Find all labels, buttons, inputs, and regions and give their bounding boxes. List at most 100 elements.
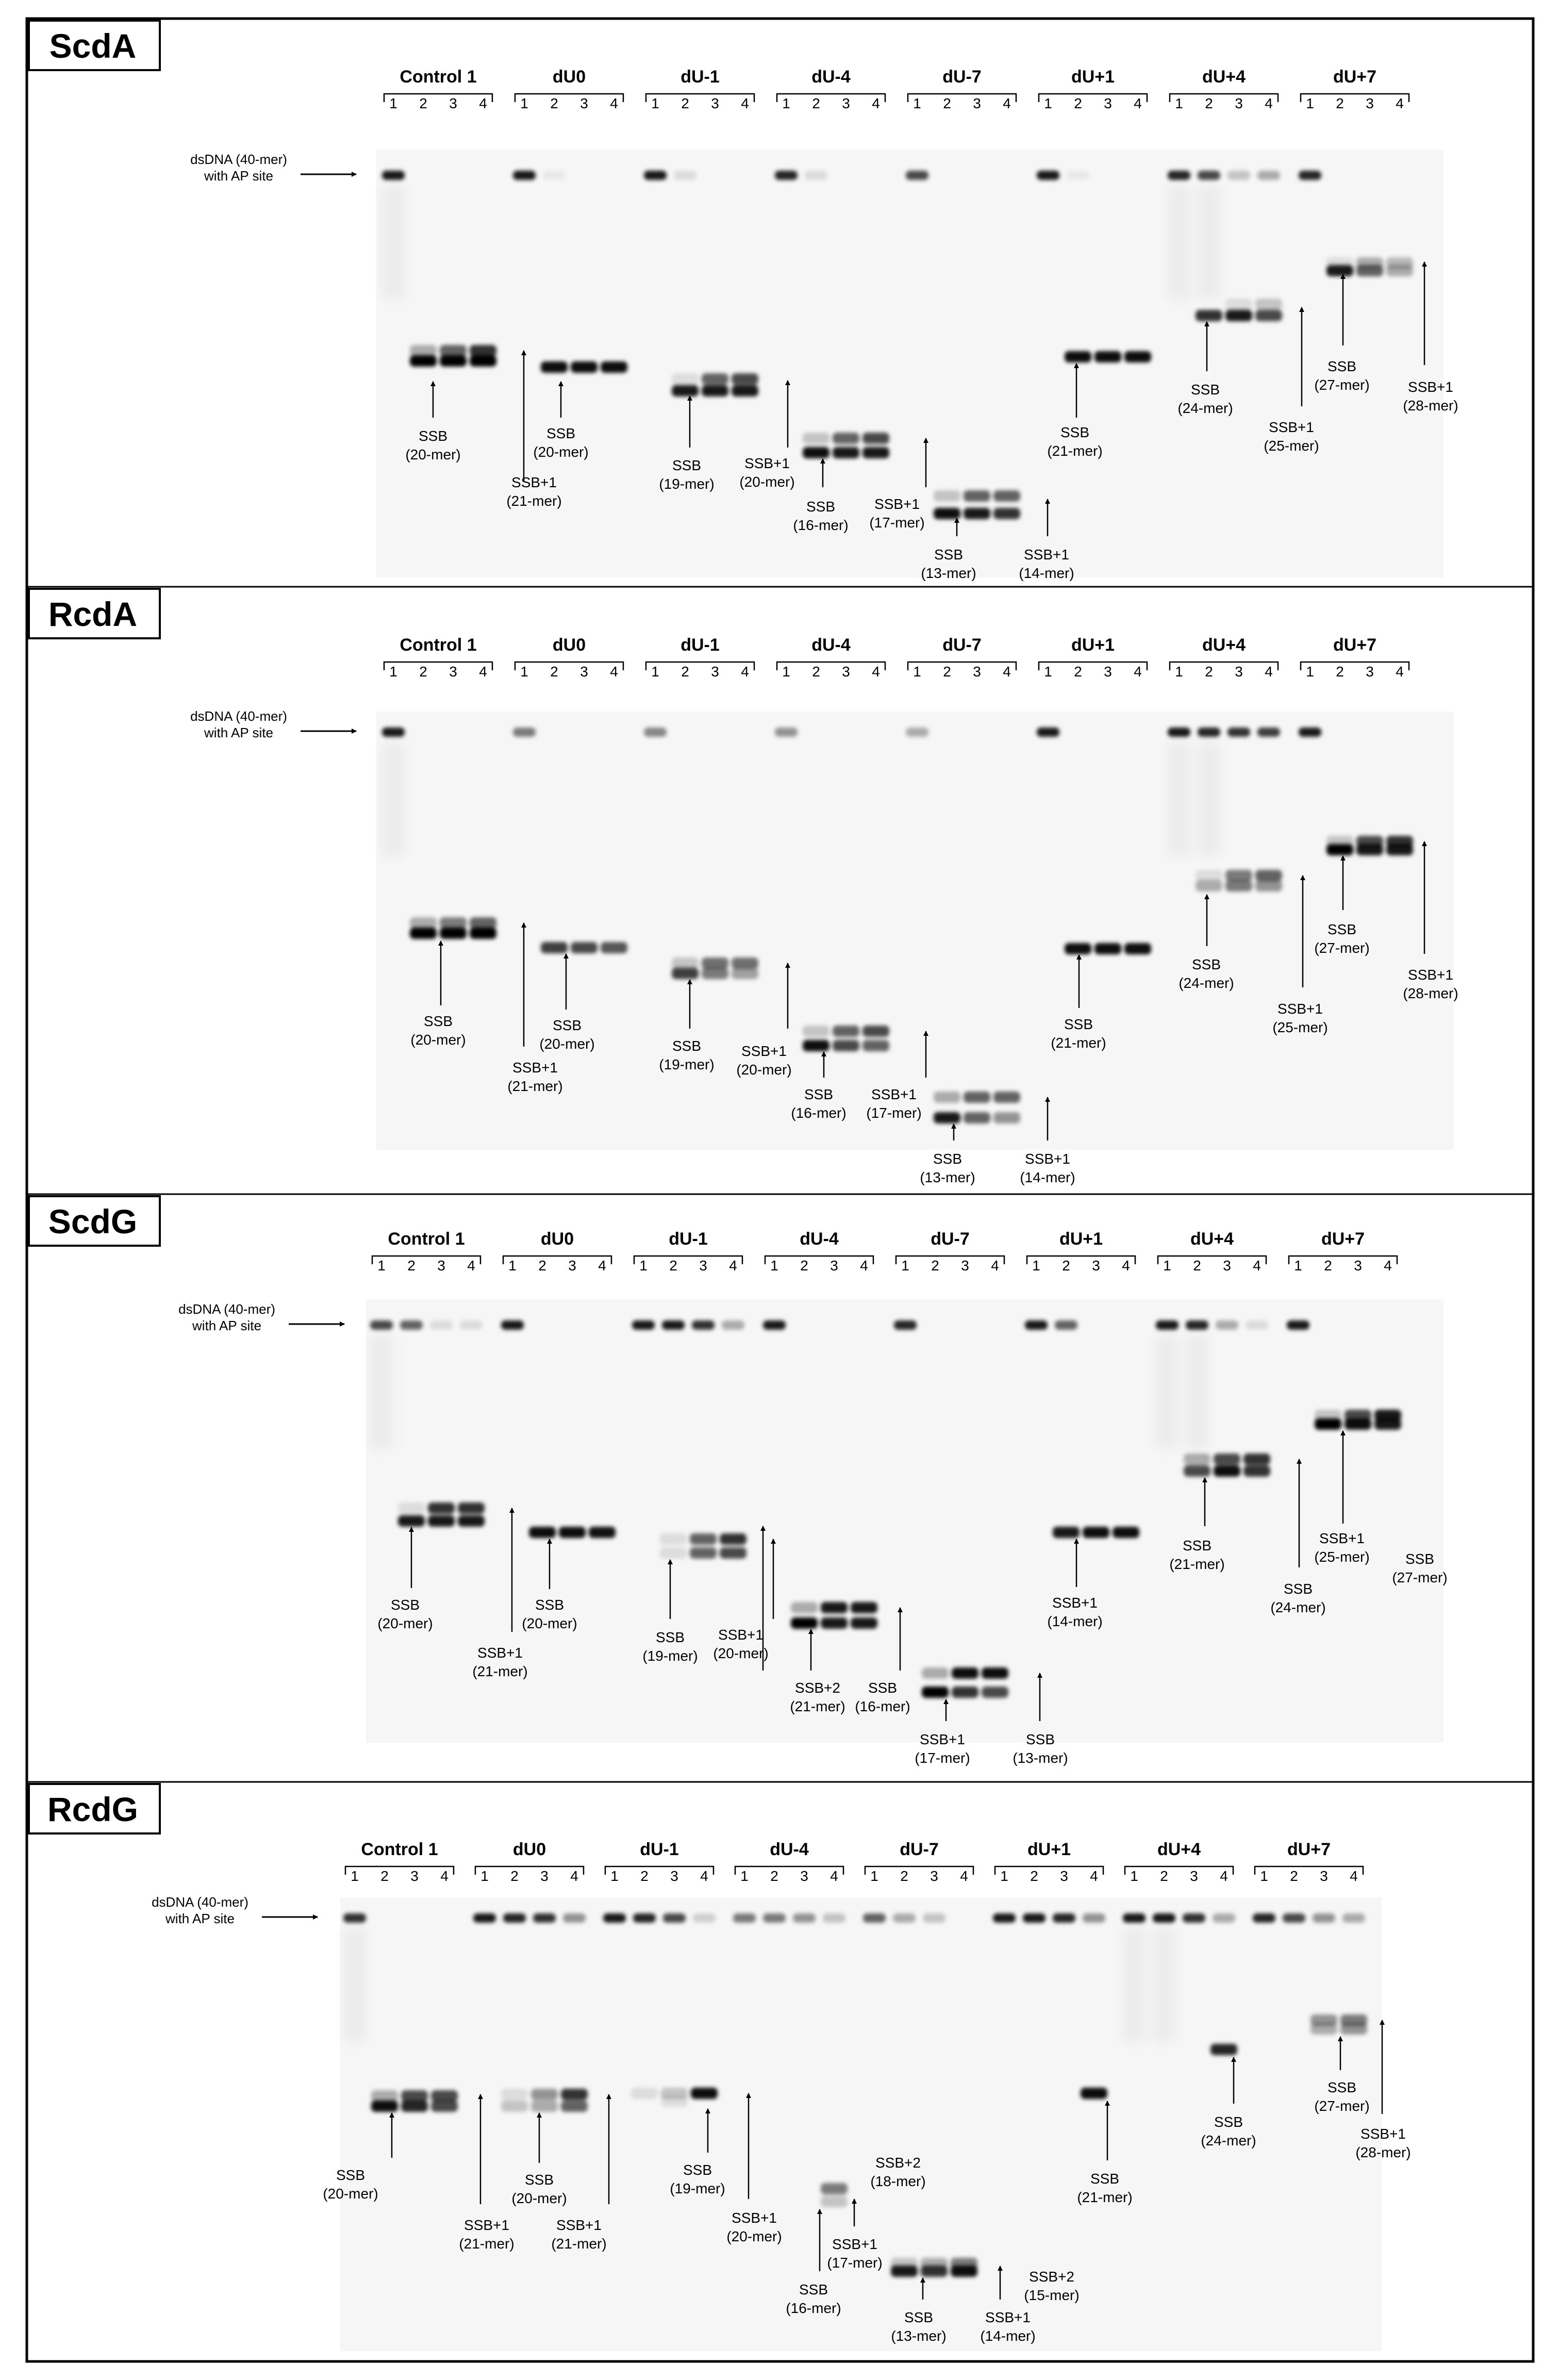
dsdna-band (805, 171, 827, 180)
ssb-band (660, 1533, 687, 1545)
ssb-band (601, 942, 627, 953)
lane-number: 3 (568, 1258, 576, 1274)
lane-number: 1 (651, 664, 659, 680)
lane-number: 4 (598, 1258, 606, 1274)
band-label: (21-mer) (1051, 1035, 1106, 1051)
band-label: SSB+2 (875, 2155, 921, 2171)
lane-number: 3 (1060, 1868, 1068, 1884)
ssb-band (1214, 1465, 1240, 1477)
ssb-band (862, 1040, 889, 1051)
lane-group-header: dU0 (553, 635, 586, 655)
lane-number: 4 (830, 1868, 838, 1884)
lane-number: 4 (570, 1868, 578, 1884)
band-label: (13-mer) (1013, 1750, 1068, 1766)
band-label: (25-mer) (1272, 1019, 1327, 1035)
lane-number: 4 (440, 1868, 449, 1884)
ssb-band (803, 1040, 829, 1051)
band-label: SSB (656, 1629, 685, 1645)
lane-number: 4 (479, 664, 487, 680)
lane-number: 2 (538, 1258, 546, 1274)
band-label: SSB+1 (1408, 379, 1453, 395)
lane-group-header: dU+1 (1071, 635, 1115, 655)
dsdna-band (430, 1320, 453, 1330)
band-label: (16-mer) (793, 517, 848, 533)
band-label: SSB+1 (464, 2217, 509, 2233)
band-label: (19-mer) (659, 476, 714, 492)
lane-number: 3 (1235, 664, 1243, 680)
band-label: SSB (1284, 1581, 1313, 1597)
ssb-band (440, 917, 467, 929)
dsdna-band (513, 171, 536, 180)
dsdna-band (775, 728, 798, 737)
dsdna-band (1257, 171, 1280, 180)
ssb-band (1113, 1527, 1139, 1538)
ssb-band (531, 2089, 558, 2100)
lane-group-bracket (645, 661, 755, 670)
ssb-band (1326, 836, 1353, 847)
ssb-band (1094, 943, 1121, 954)
ssb-band (851, 1617, 877, 1629)
ssb-band (732, 968, 758, 979)
dsdna-band (1186, 1320, 1208, 1330)
ssb-band (1065, 351, 1091, 362)
dsdna-band (1123, 1913, 1146, 1923)
dsdna-band (370, 1320, 393, 1330)
band-label: (20-mer) (539, 1036, 594, 1052)
dsdna-band (1055, 1320, 1077, 1330)
lane-number: 1 (770, 1258, 778, 1274)
band-label: SSB+2 (795, 1680, 840, 1696)
dsdna-band (632, 1320, 655, 1330)
lane-number: 4 (1265, 95, 1273, 111)
band-label: (20-mer) (323, 2186, 378, 2202)
lane-number: 4 (1396, 95, 1404, 111)
ssb-band (1094, 351, 1121, 362)
lane-number: 2 (812, 95, 820, 111)
lane-number: 1 (1306, 664, 1314, 680)
ssb-band (410, 928, 437, 939)
ssb-band (951, 2258, 977, 2269)
ssb-band (993, 490, 1020, 502)
ssb-band (561, 2089, 588, 2100)
band-label: (14-mer) (1019, 565, 1074, 581)
dsdna-label: dsDNA (40-mer) (152, 1894, 248, 1910)
dsdna-band (400, 1320, 423, 1330)
band-label: SSB (553, 1017, 582, 1033)
lane-number: 2 (419, 95, 427, 111)
dsdna-band (1216, 1320, 1238, 1330)
ssb-band (702, 968, 728, 979)
panel-title-box (28, 1783, 161, 1834)
band-label: SSB+1 (556, 2217, 602, 2233)
lane-number: 1 (1294, 1258, 1302, 1274)
band-label: SSB+1 (718, 1627, 764, 1643)
lane-number: 1 (1260, 1868, 1268, 1884)
lane-group-header: dU+1 (1071, 67, 1115, 87)
ssb-band (1374, 1418, 1401, 1430)
ssb-band (1356, 257, 1383, 269)
lane-group-header: dU+4 (1202, 635, 1246, 655)
ssb-band (428, 1515, 455, 1527)
ssb-band (559, 1527, 586, 1538)
dsdna-band (863, 1913, 886, 1923)
ssb-band (993, 1112, 1020, 1123)
ssb-band (921, 2258, 948, 2269)
ssb-band (1340, 2014, 1367, 2026)
lane-group-header: dU-7 (942, 67, 982, 87)
ssb-band (470, 928, 496, 939)
lane-number: 4 (1090, 1868, 1098, 1884)
lane-group-bracket (371, 1255, 482, 1264)
band-label: (25-mer) (1264, 438, 1319, 454)
band-label: SSB+1 (1277, 1001, 1323, 1017)
band-label: SSB (1327, 2079, 1356, 2095)
band-label: (20-mer) (736, 1062, 791, 1078)
dsdna-label: with AP site (165, 1911, 235, 1926)
lane-group-header: dU0 (541, 1229, 574, 1249)
figure-border (25, 17, 1535, 2363)
gel-bands (382, 728, 1413, 1123)
band-label: (17-mer) (869, 515, 924, 531)
lane-number: 3 (1104, 95, 1112, 111)
dsdna-band (1183, 1913, 1205, 1923)
ssb-band (1196, 880, 1222, 891)
lane-number: 4 (1003, 664, 1011, 680)
lane-number: 4 (1003, 95, 1011, 111)
dsdna-band (893, 1913, 916, 1923)
